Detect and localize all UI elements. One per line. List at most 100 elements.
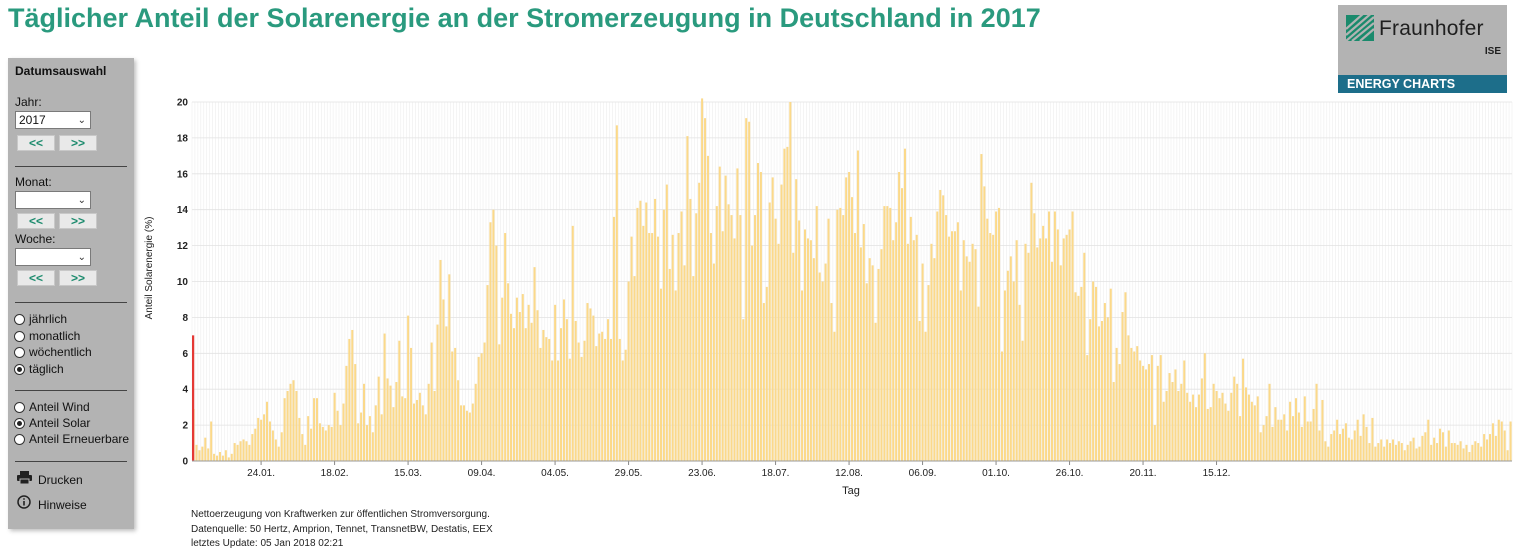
bar[interactable]: [1488, 434, 1492, 461]
bar[interactable]: [786, 146, 789, 461]
bar[interactable]: [483, 342, 486, 461]
bar[interactable]: [383, 333, 386, 461]
bar[interactable]: [659, 288, 662, 461]
bar[interactable]: [1383, 446, 1386, 461]
bar[interactable]: [1441, 432, 1444, 461]
bar[interactable]: [471, 403, 474, 461]
bar[interactable]: [315, 398, 319, 461]
bar[interactable]: [824, 263, 827, 461]
bar[interactable]: [539, 347, 542, 461]
bar[interactable]: [1150, 355, 1153, 461]
bar[interactable]: [1439, 428, 1442, 461]
bar[interactable]: [1430, 444, 1433, 461]
bar[interactable]: [424, 414, 427, 461]
bar[interactable]: [1145, 369, 1148, 461]
bar[interactable]: [418, 392, 421, 461]
bar[interactable]: [1236, 383, 1239, 461]
bar[interactable]: [1400, 443, 1403, 461]
bar[interactable]: [639, 200, 642, 461]
bar[interactable]: [248, 444, 251, 461]
bar[interactable]: [365, 425, 368, 461]
bar[interactable]: [745, 118, 748, 461]
bar[interactable]: [451, 351, 454, 461]
bar[interactable]: [257, 417, 260, 461]
bar[interactable]: [515, 297, 518, 461]
bar[interactable]: [1294, 398, 1297, 461]
bar[interactable]: [709, 233, 712, 461]
bar[interactable]: [971, 243, 974, 461]
bar[interactable]: [216, 455, 219, 461]
bar[interactable]: [1415, 448, 1418, 461]
bar[interactable]: [798, 220, 801, 461]
bar[interactable]: [1506, 450, 1509, 461]
bar[interactable]: [877, 268, 880, 461]
bar[interactable]: [1336, 419, 1339, 461]
bar[interactable]: [351, 329, 354, 461]
bar[interactable]: [853, 233, 857, 461]
bar[interactable]: [1053, 211, 1056, 461]
bar[interactable]: [265, 401, 269, 461]
bar[interactable]: [360, 412, 363, 461]
bar[interactable]: [1009, 256, 1012, 461]
bar[interactable]: [818, 272, 821, 461]
bar[interactable]: [457, 380, 460, 461]
bar[interactable]: [1503, 430, 1506, 461]
bar[interactable]: [1192, 394, 1195, 461]
bar[interactable]: [1362, 414, 1365, 461]
bar[interactable]: [898, 172, 901, 461]
bar[interactable]: [848, 172, 851, 461]
bar[interactable]: [1433, 437, 1436, 461]
bar[interactable]: [354, 364, 357, 461]
bar[interactable]: [486, 285, 489, 461]
bar[interactable]: [730, 215, 733, 461]
bar[interactable]: [1377, 443, 1380, 461]
bar[interactable]: [827, 218, 830, 461]
bar[interactable]: [771, 177, 774, 461]
bar[interactable]: [1062, 238, 1065, 461]
bar[interactable]: [862, 224, 865, 461]
bar[interactable]: [1453, 443, 1456, 461]
bar[interactable]: [906, 243, 909, 461]
bar[interactable]: [274, 439, 277, 461]
bar[interactable]: [892, 240, 895, 461]
bar[interactable]: [1071, 211, 1074, 461]
bar[interactable]: [724, 175, 727, 461]
bar[interactable]: [1209, 407, 1212, 461]
bar[interactable]: [980, 154, 983, 461]
bar[interactable]: [557, 360, 560, 461]
bar[interactable]: [1494, 435, 1497, 461]
bar[interactable]: [1180, 383, 1183, 461]
bar[interactable]: [1050, 261, 1053, 461]
bar[interactable]: [1115, 347, 1118, 461]
bar[interactable]: [1365, 426, 1368, 461]
bar[interactable]: [1027, 252, 1030, 461]
bar[interactable]: [1265, 416, 1268, 461]
bar[interactable]: [839, 207, 842, 461]
bar[interactable]: [1286, 430, 1289, 461]
bar[interactable]: [1039, 238, 1042, 461]
bar[interactable]: [977, 306, 980, 461]
bar[interactable]: [512, 328, 515, 461]
bar[interactable]: [1197, 394, 1200, 461]
bar[interactable]: [1183, 360, 1186, 461]
bar[interactable]: [263, 414, 266, 461]
bar[interactable]: [374, 405, 377, 461]
bar[interactable]: [1159, 355, 1162, 461]
bar[interactable]: [1253, 405, 1256, 461]
bar[interactable]: [1371, 417, 1374, 461]
bar[interactable]: [654, 198, 657, 461]
bar[interactable]: [1350, 439, 1353, 461]
bar[interactable]: [627, 281, 630, 462]
bar[interactable]: [521, 294, 524, 461]
bar[interactable]: [1056, 229, 1059, 461]
bar[interactable]: [965, 256, 968, 461]
bar[interactable]: [1462, 448, 1465, 461]
bar[interactable]: [859, 247, 862, 461]
bar[interactable]: [1068, 229, 1071, 461]
bar[interactable]: [1459, 441, 1462, 461]
bar[interactable]: [301, 434, 304, 461]
bar[interactable]: [1509, 421, 1512, 461]
bar[interactable]: [874, 322, 877, 461]
bar[interactable]: [1474, 441, 1477, 461]
bar[interactable]: [901, 188, 904, 461]
